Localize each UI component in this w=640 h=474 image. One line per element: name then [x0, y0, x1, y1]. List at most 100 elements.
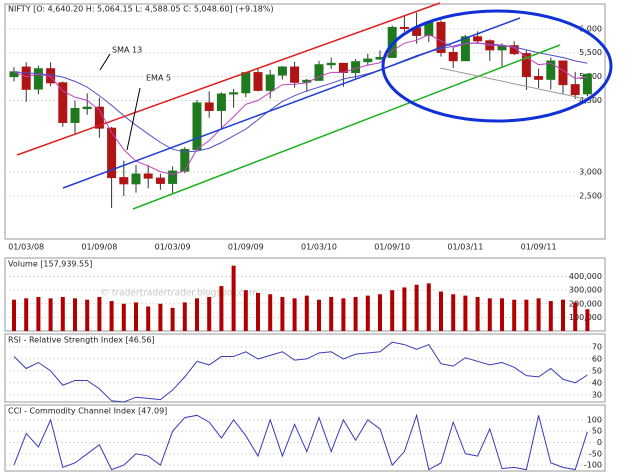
overlay-line: [13, 34, 588, 176]
bar: [402, 287, 407, 331]
bar: [585, 309, 590, 331]
panel: [4, 404, 606, 472]
bar: [73, 298, 77, 331]
candle-body: [204, 102, 214, 111]
x-tick-label: 01/09/10: [374, 243, 410, 252]
bar: [243, 290, 248, 331]
trend-line: [132, 44, 561, 210]
panel-title: CCI - Commodity Channel Index [47.09]: [8, 407, 167, 416]
annotation-pointer: [99, 53, 111, 71]
y-tick-label: 200,000: [569, 299, 602, 308]
candle-body: [582, 73, 592, 95]
bar: [414, 284, 419, 331]
x-tick-label: 01/03/11: [447, 243, 483, 252]
annotations: SMA 13 EMA 5: [16, 2, 613, 210]
bar: [60, 296, 65, 331]
candle-body: [155, 177, 165, 184]
bar: [463, 295, 468, 331]
y-tick-label: 30: [592, 390, 602, 399]
bar: [48, 298, 53, 331]
candle-body: [192, 102, 202, 150]
x-tick-label: 01/03/09: [155, 243, 191, 252]
bar: [317, 299, 321, 331]
panel-title: Volume [157,939.55]: [8, 260, 92, 269]
candle-body: [33, 68, 43, 90]
candle-body: [168, 170, 178, 184]
panel-title: RSI - Relative Strength Index [46.56]: [8, 336, 155, 345]
candle-body: [326, 62, 336, 66]
candle-body: [265, 74, 275, 91]
candle-body: [473, 36, 483, 42]
panel-title-bg: [7, 4, 275, 14]
watermark: © tradertradertrader.blogspot.com: [100, 289, 258, 299]
overlay-line: [13, 42, 588, 153]
y-tick-label: -100: [584, 461, 602, 470]
bar: [341, 298, 346, 331]
candle-body: [143, 173, 153, 179]
bar: [12, 299, 16, 331]
bar: [97, 296, 102, 331]
annotation: EMA 5: [146, 74, 171, 83]
bar: [451, 294, 456, 331]
candle-body: [399, 26, 409, 29]
bar: [439, 291, 443, 331]
candle-body: [521, 53, 531, 78]
bar: [365, 295, 370, 331]
bar: [536, 298, 541, 331]
bar: [134, 302, 138, 331]
indicator-line: [13, 413, 588, 471]
candle-body: [131, 173, 141, 185]
bar: [390, 290, 395, 331]
bar: [573, 302, 578, 331]
candle-body: [70, 108, 80, 123]
y-tick-label: -50: [589, 449, 602, 458]
candle-body: [216, 93, 226, 111]
candle-body: [351, 61, 361, 73]
bar: [475, 296, 480, 331]
bar: [304, 295, 309, 331]
bar: [292, 298, 297, 331]
bar: [268, 294, 273, 331]
candle-body: [290, 66, 300, 83]
y-tick-label: 6,000: [579, 24, 602, 33]
candle-body: [58, 82, 68, 123]
x-tick-label: 01/03/10: [301, 243, 337, 252]
panel-title-bg: [7, 259, 94, 269]
y-tick-label: 2,500: [579, 191, 602, 200]
bar: [85, 299, 90, 331]
trend-line: [62, 17, 521, 189]
bar: [426, 283, 431, 331]
candle-body: [570, 84, 580, 96]
candle-body: [180, 148, 190, 172]
bar: [353, 296, 358, 331]
bar: [24, 298, 29, 331]
bar: [256, 292, 260, 331]
candle-body: [546, 60, 556, 80]
bar: [378, 294, 382, 331]
bar: [195, 298, 199, 331]
bar: [548, 301, 553, 331]
trend-line: [439, 67, 601, 103]
y-tick-label: 300,000: [569, 286, 602, 295]
candle-body: [21, 66, 31, 90]
bar: [182, 302, 187, 331]
candle-body: [119, 177, 129, 185]
trend-line: [16, 2, 441, 156]
y-tick-label: 3,000: [579, 168, 602, 177]
bar: [487, 298, 492, 331]
y-tick-label: 50: [592, 427, 602, 436]
bar: [207, 296, 212, 331]
y-tick-label: 400,000: [569, 272, 602, 281]
y-tick-label: 5,500: [579, 48, 602, 57]
y-tick-label: 70: [592, 342, 602, 351]
panel-title: NIFTY [O: 4,640.20 H: 5,064.15 L: 4,588.…: [8, 5, 274, 14]
bar: [231, 265, 236, 331]
x-tick-label: 01/09/11: [521, 243, 557, 252]
candle-body: [82, 106, 92, 110]
indicator-line: [13, 341, 588, 403]
bar: [109, 301, 114, 331]
candle-body: [253, 72, 263, 91]
candle-body: [241, 72, 251, 94]
bar: [219, 286, 224, 331]
